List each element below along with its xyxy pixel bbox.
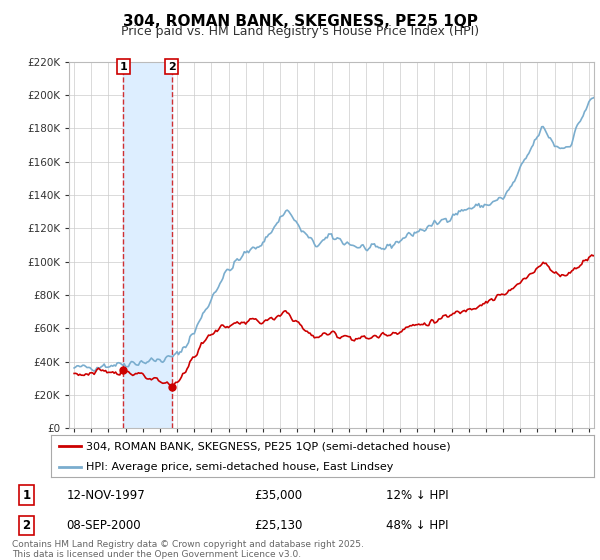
Text: HPI: Average price, semi-detached house, East Lindsey: HPI: Average price, semi-detached house,… bbox=[86, 461, 394, 472]
Text: 2: 2 bbox=[22, 519, 31, 532]
Text: Contains HM Land Registry data © Crown copyright and database right 2025.
This d: Contains HM Land Registry data © Crown c… bbox=[12, 540, 364, 559]
Text: £25,130: £25,130 bbox=[254, 519, 302, 532]
Bar bbox=[124, 62, 172, 428]
Text: 12% ↓ HPI: 12% ↓ HPI bbox=[386, 489, 449, 502]
Text: 304, ROMAN BANK, SKEGNESS, PE25 1QP: 304, ROMAN BANK, SKEGNESS, PE25 1QP bbox=[122, 14, 478, 29]
Text: 48% ↓ HPI: 48% ↓ HPI bbox=[386, 519, 449, 532]
Text: 2: 2 bbox=[168, 62, 176, 72]
Text: Price paid vs. HM Land Registry's House Price Index (HPI): Price paid vs. HM Land Registry's House … bbox=[121, 25, 479, 38]
Text: 12-NOV-1997: 12-NOV-1997 bbox=[67, 489, 145, 502]
Text: 1: 1 bbox=[119, 62, 127, 72]
Text: 1: 1 bbox=[22, 489, 31, 502]
Text: £35,000: £35,000 bbox=[254, 489, 302, 502]
Text: 08-SEP-2000: 08-SEP-2000 bbox=[67, 519, 142, 532]
Text: 304, ROMAN BANK, SKEGNESS, PE25 1QP (semi-detached house): 304, ROMAN BANK, SKEGNESS, PE25 1QP (sem… bbox=[86, 441, 451, 451]
